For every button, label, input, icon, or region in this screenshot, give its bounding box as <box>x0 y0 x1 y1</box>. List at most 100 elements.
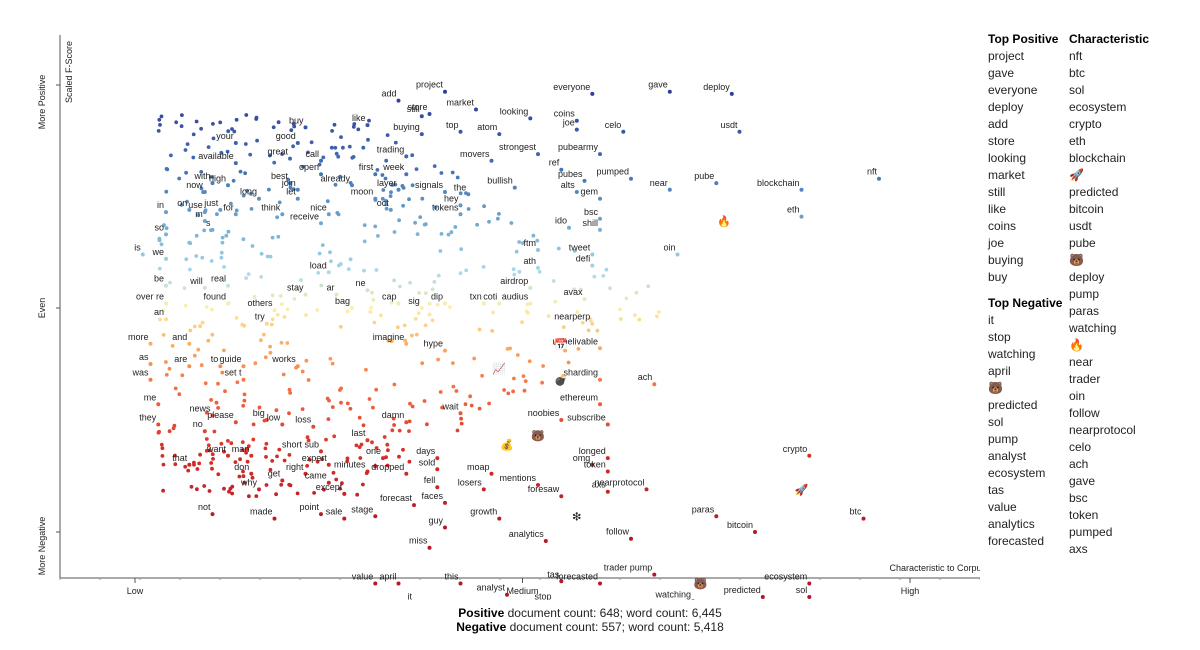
background-dot <box>212 429 217 434</box>
top-negative-item[interactable]: value <box>988 500 1017 514</box>
top-positive-item[interactable]: still <box>988 185 1006 199</box>
characteristic-item[interactable]: axs <box>1069 542 1088 556</box>
top-positive-item[interactable]: joe <box>988 236 1005 250</box>
characteristic-item[interactable]: ecosystem <box>1069 100 1127 114</box>
characteristic-item[interactable]: crypto <box>1069 117 1102 131</box>
point-tweet <box>590 252 595 257</box>
background-dot <box>157 266 162 271</box>
background-dot <box>354 443 359 448</box>
characteristic-item[interactable]: trader <box>1069 372 1101 386</box>
point-label: pubes <box>558 169 583 179</box>
characteristic-item[interactable]: btc <box>1069 66 1086 80</box>
point-label: now <box>186 180 203 190</box>
point-label: not <box>198 502 211 512</box>
point-label: get <box>268 468 281 478</box>
background-dot <box>364 367 368 372</box>
background-dot <box>391 416 396 421</box>
characteristic-item[interactable]: 🔥 <box>1069 338 1084 352</box>
top-positive-item[interactable]: like <box>988 202 1007 216</box>
characteristic-item[interactable]: usdt <box>1069 219 1092 233</box>
characteristic-item[interactable]: nearprotocol <box>1069 423 1136 437</box>
top-negative-item[interactable]: predicted <box>988 398 1038 412</box>
top-positive-item[interactable]: market <box>988 168 1025 182</box>
characteristic-item[interactable]: bsc <box>1069 491 1088 505</box>
chart-icon: 📈 <box>492 362 506 375</box>
characteristic-item[interactable]: 🐻 <box>1069 253 1084 267</box>
point-is <box>140 252 145 257</box>
point-label: dip <box>431 292 443 302</box>
top-positive-item[interactable]: deploy <box>988 100 1024 114</box>
background-dot <box>199 126 204 131</box>
characteristic-item[interactable]: pumped <box>1069 525 1113 539</box>
background-dot <box>604 267 609 272</box>
point-ach <box>652 382 657 387</box>
point-your <box>233 141 238 145</box>
top-negative-item[interactable]: tas <box>988 483 1005 497</box>
characteristic-item[interactable]: eth <box>1069 134 1086 148</box>
characteristic-item[interactable]: celo <box>1069 440 1092 454</box>
top-negative-item[interactable]: 🐻 <box>988 381 1003 395</box>
background-dot <box>188 328 193 333</box>
characteristic-item[interactable]: predicted <box>1069 185 1119 199</box>
top-negative-item[interactable]: sol <box>988 415 1004 429</box>
top-positive-item[interactable]: looking <box>988 151 1027 165</box>
characteristic-item[interactable]: nft <box>1069 49 1083 63</box>
background-dot <box>332 434 337 439</box>
background-dot <box>330 129 334 133</box>
background-dot <box>173 453 177 458</box>
characteristic-item[interactable]: watching <box>1069 321 1117 335</box>
background-dot <box>277 447 282 452</box>
characteristic-item[interactable]: pump <box>1069 287 1100 301</box>
background-dot <box>241 237 246 242</box>
top-negative-item[interactable]: it <box>988 313 994 327</box>
top-positive-item[interactable]: gave <box>988 66 1015 80</box>
x-tick-label-low: Low <box>127 586 144 596</box>
top-negative-item[interactable]: april <box>988 364 1011 378</box>
top-positive-item[interactable]: store <box>988 134 1015 148</box>
top-positive-item[interactable]: buy <box>988 270 1008 284</box>
top-negative-item[interactable]: ecosystem <box>988 466 1046 480</box>
background-dot <box>250 244 255 248</box>
background-dot <box>466 207 471 211</box>
characteristic-item[interactable]: gave <box>1069 474 1096 488</box>
characteristic-item[interactable]: sol <box>1069 83 1085 97</box>
top-positive-item[interactable]: coins <box>988 219 1017 233</box>
background-dot <box>398 284 402 289</box>
characteristic-item[interactable]: paras <box>1069 304 1100 318</box>
background-dot <box>187 240 192 245</box>
characteristic-item[interactable]: ach <box>1069 457 1089 471</box>
characteristic-item[interactable]: deploy <box>1069 270 1105 284</box>
top-negative-item[interactable]: analytics <box>988 517 1035 531</box>
point-label: alts <box>561 180 576 190</box>
characteristic-item[interactable]: follow <box>1069 406 1100 420</box>
background-dot <box>157 429 162 434</box>
point-label: add <box>381 89 396 99</box>
characteristic-item[interactable]: token <box>1069 508 1099 522</box>
characteristic-item[interactable]: near <box>1069 355 1094 369</box>
background-dot <box>177 392 182 397</box>
top-positive-item[interactable]: project <box>988 49 1025 63</box>
top-negative-item[interactable]: forecasted <box>988 534 1045 548</box>
background-dot <box>390 183 395 187</box>
top-negative-item[interactable]: watching <box>988 347 1036 361</box>
point-label: paras <box>692 504 715 514</box>
top-positive-item[interactable]: everyone <box>988 83 1038 97</box>
top-negative-item[interactable]: pump <box>988 432 1019 446</box>
characteristic-item[interactable]: 🚀 <box>1069 168 1084 182</box>
top-positive-item[interactable]: add <box>988 117 1009 131</box>
point-label: big <box>253 408 265 418</box>
background-dot <box>157 238 162 243</box>
characteristic-item[interactable]: blockchain <box>1069 151 1126 165</box>
background-dot <box>225 149 230 154</box>
characteristic-item[interactable]: oin <box>1069 389 1086 403</box>
characteristic-item[interactable]: pube <box>1069 236 1096 250</box>
top-negative-item[interactable]: stop <box>988 330 1011 344</box>
fire-icon: 🔥 <box>717 215 731 228</box>
background-dot <box>379 313 383 318</box>
background-dot <box>468 394 472 399</box>
background-dot <box>309 140 314 145</box>
characteristic-item[interactable]: bitcoin <box>1069 202 1104 216</box>
top-negative-item[interactable]: analyst <box>988 449 1027 463</box>
background-dot <box>454 389 459 393</box>
top-positive-item[interactable]: buying <box>988 253 1024 267</box>
